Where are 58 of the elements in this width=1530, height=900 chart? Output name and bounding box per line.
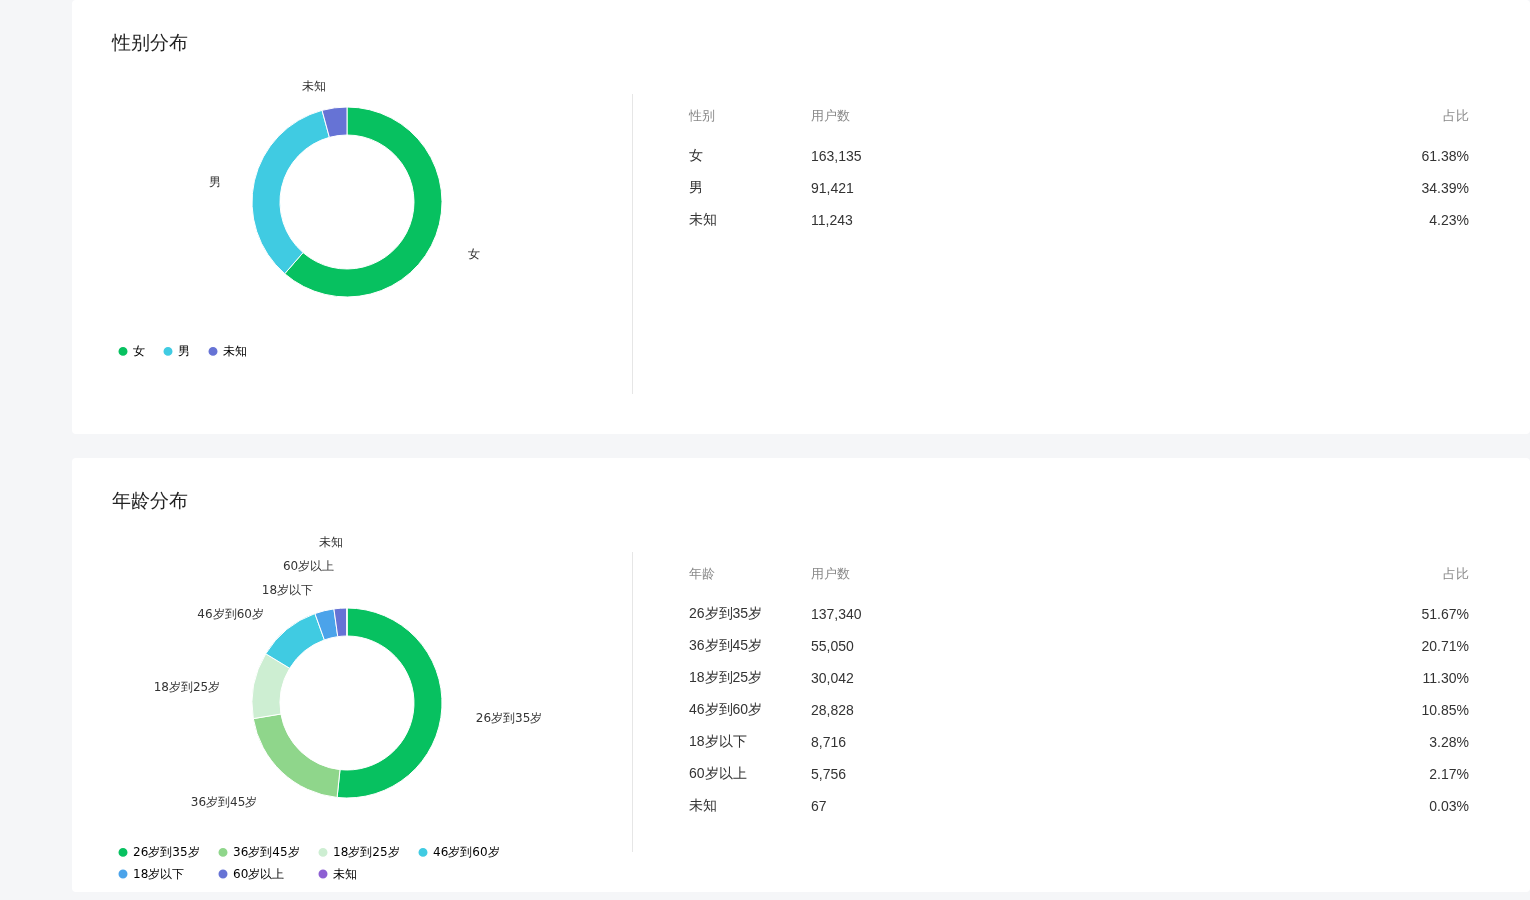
legend-label: 未知 bbox=[223, 344, 247, 359]
text: 3.28% bbox=[1428, 733, 1470, 752]
text: 女 bbox=[688, 146, 704, 165]
text: 占比 bbox=[1442, 565, 1470, 583]
legend-label: 46岁到60岁 bbox=[433, 845, 500, 860]
text: 36岁到45岁 bbox=[688, 636, 764, 655]
text: 137,340 bbox=[810, 605, 863, 624]
text: 用户数 bbox=[810, 107, 851, 125]
text: 11.30% bbox=[1421, 669, 1470, 688]
text: 男 bbox=[688, 178, 704, 197]
slice-label: 26岁到35岁 bbox=[475, 710, 543, 725]
text: 46岁到60岁 bbox=[688, 700, 764, 719]
text: 18岁到25岁 bbox=[688, 668, 764, 687]
legend-label: 未知 bbox=[333, 867, 357, 881]
text: 10.85% bbox=[1420, 701, 1470, 720]
text: 20.71% bbox=[1420, 637, 1470, 656]
text: 年龄 bbox=[688, 565, 716, 583]
chart-title: 性别分布 bbox=[112, 31, 188, 55]
text: 163,135 bbox=[810, 147, 863, 166]
text: 51.67% bbox=[1420, 605, 1470, 624]
legend-label: 男 bbox=[178, 344, 190, 359]
text: 11,243 bbox=[810, 211, 854, 230]
text: 61.38% bbox=[1420, 147, 1470, 166]
text: 30,042 bbox=[810, 669, 855, 688]
chart-title: 年龄分布 bbox=[112, 489, 188, 513]
slice-label: 36岁到45岁 bbox=[190, 795, 258, 810]
text: 5,756 bbox=[810, 765, 848, 784]
text: 55,050 bbox=[810, 637, 855, 656]
text: 占比 bbox=[1442, 107, 1470, 125]
slice-label: 18岁以下 bbox=[261, 582, 314, 597]
slice-label: 46岁到60岁 bbox=[197, 607, 264, 622]
text: 未知 bbox=[688, 796, 718, 815]
slice-label: 60岁以上 bbox=[282, 558, 335, 573]
text: 26岁到35岁 bbox=[688, 604, 764, 623]
text: 用户数 bbox=[810, 565, 851, 583]
slice-label: 男 bbox=[209, 175, 222, 190]
text: 67 bbox=[810, 797, 828, 816]
slice-label: 18岁到25岁 bbox=[153, 680, 221, 695]
text: 28,828 bbox=[810, 701, 855, 720]
slice-label: 未知 bbox=[302, 79, 327, 94]
legend-label: 女 bbox=[133, 344, 145, 359]
text: 未知 bbox=[688, 210, 718, 229]
category-label: 未知 bbox=[318, 534, 343, 549]
text: 60岁以上 bbox=[688, 764, 748, 783]
text: 性别 bbox=[688, 107, 716, 125]
text: 8,716 bbox=[810, 733, 848, 752]
slice-label: 女 bbox=[468, 246, 481, 261]
legend-label: 26岁到35岁 bbox=[133, 845, 200, 860]
legend-label: 60岁以上 bbox=[233, 867, 285, 881]
text: 34.39% bbox=[1420, 179, 1470, 198]
legend-label: 18岁到25岁 bbox=[333, 845, 400, 860]
text: 18岁以下 bbox=[688, 732, 748, 751]
text: 0.03% bbox=[1428, 797, 1470, 816]
text: 91,421 bbox=[810, 179, 855, 198]
legend-label: 36岁到45岁 bbox=[233, 845, 300, 860]
text: 2.17% bbox=[1428, 765, 1470, 784]
text: 4.23% bbox=[1428, 211, 1470, 230]
legend-label: 18岁以下 bbox=[133, 867, 185, 881]
